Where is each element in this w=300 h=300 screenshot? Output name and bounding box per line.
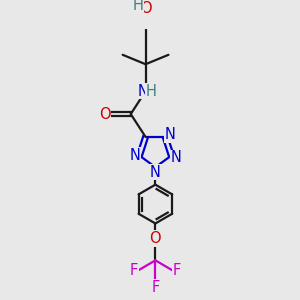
Text: H: H [133, 0, 143, 13]
Text: F: F [151, 280, 160, 295]
Text: N: N [137, 84, 148, 99]
Text: O: O [140, 1, 152, 16]
Text: H: H [146, 84, 157, 99]
Text: O: O [150, 231, 161, 246]
Text: N: N [129, 148, 140, 163]
Text: N: N [165, 127, 176, 142]
Text: N: N [171, 150, 182, 165]
Text: N: N [150, 164, 161, 179]
Text: F: F [173, 263, 181, 278]
Text: O: O [99, 106, 110, 122]
Text: F: F [130, 263, 138, 278]
